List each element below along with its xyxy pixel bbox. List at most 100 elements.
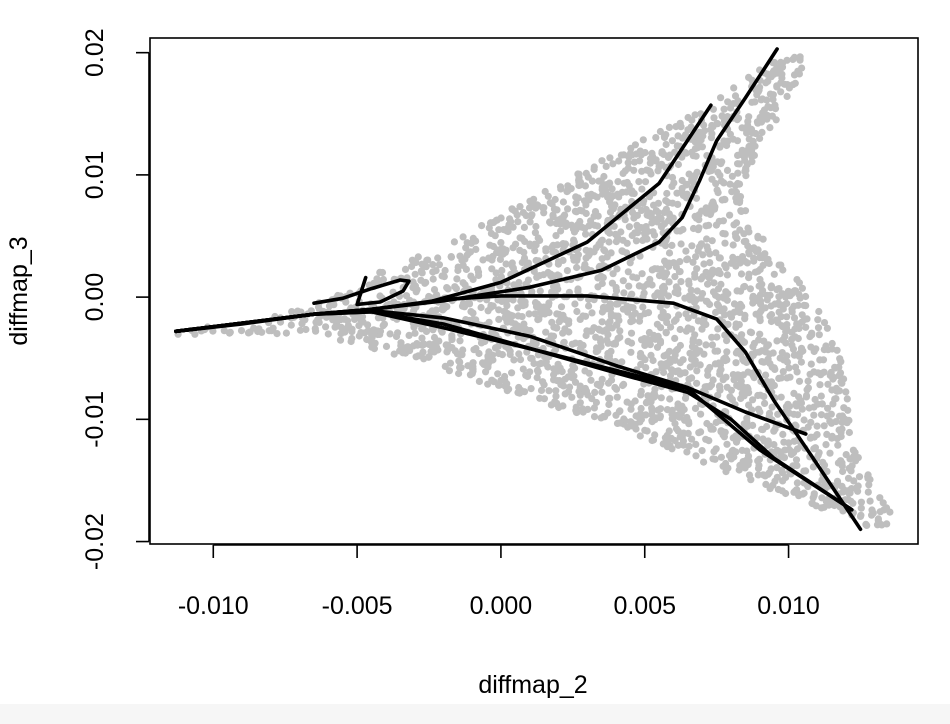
data-point <box>620 415 628 423</box>
data-point <box>685 442 693 450</box>
data-point <box>606 229 614 237</box>
data-point <box>287 321 295 329</box>
data-point <box>570 372 578 380</box>
data-point <box>715 293 723 302</box>
data-point <box>355 332 363 340</box>
data-point <box>844 474 853 482</box>
data-point <box>772 316 780 324</box>
data-point <box>652 207 660 215</box>
data-point <box>788 308 796 316</box>
data-point <box>540 204 548 212</box>
data-point <box>392 332 401 341</box>
data-point <box>588 309 596 317</box>
data-point <box>648 219 656 227</box>
data-point <box>743 259 752 267</box>
data-point <box>658 149 666 157</box>
data-point <box>708 341 717 349</box>
data-point <box>598 318 606 326</box>
data-point <box>670 179 678 187</box>
data-point <box>651 431 659 439</box>
data-point <box>559 402 567 410</box>
data-point <box>489 252 497 260</box>
data-point <box>668 173 677 182</box>
data-point <box>849 499 857 507</box>
data-point <box>814 324 823 332</box>
data-point <box>653 218 661 226</box>
data-point <box>698 447 706 455</box>
data-point <box>469 234 477 242</box>
data-point <box>638 185 646 193</box>
data-point <box>839 488 847 496</box>
data-point <box>826 449 834 457</box>
data-point <box>536 287 544 295</box>
data-point <box>776 354 784 362</box>
data-point <box>639 136 647 144</box>
data-point <box>314 316 322 324</box>
data-point <box>683 256 691 264</box>
data-point <box>648 281 656 289</box>
data-point <box>531 299 540 307</box>
data-point <box>705 274 713 282</box>
data-point <box>554 271 562 279</box>
data-point <box>732 233 740 241</box>
data-point <box>835 372 843 380</box>
data-point <box>727 313 736 321</box>
data-point <box>605 394 613 402</box>
data-point <box>574 287 582 295</box>
data-point <box>495 306 503 314</box>
data-point <box>475 377 483 385</box>
data-point <box>557 185 565 193</box>
data-point <box>601 247 609 255</box>
data-point <box>639 303 647 311</box>
data-point <box>456 358 464 366</box>
data-point <box>533 374 541 382</box>
data-point <box>336 316 345 324</box>
data-point <box>662 140 670 149</box>
data-point <box>798 405 806 413</box>
data-point <box>379 322 387 330</box>
data-point <box>508 369 516 377</box>
data-point <box>800 467 808 475</box>
data-point <box>755 336 763 344</box>
data-point <box>322 323 330 331</box>
data-point <box>735 160 743 168</box>
data-point <box>459 233 467 241</box>
data-point <box>773 83 781 91</box>
data-point <box>653 320 662 328</box>
data-point <box>818 494 826 502</box>
data-point <box>735 198 744 207</box>
data-point <box>730 376 738 384</box>
data-point <box>692 452 700 460</box>
data-point <box>495 349 503 358</box>
data-point <box>796 294 804 302</box>
data-point <box>657 394 665 402</box>
data-point <box>734 371 742 379</box>
data-point <box>807 360 815 368</box>
data-point <box>581 384 590 393</box>
data-point <box>736 300 744 308</box>
data-point <box>582 246 590 254</box>
data-point <box>814 369 822 377</box>
data-point <box>747 125 756 133</box>
trajectory-curve <box>312 275 411 307</box>
data-point <box>783 374 791 382</box>
data-point <box>709 105 718 113</box>
data-point <box>735 466 743 474</box>
data-point <box>839 467 847 476</box>
data-point <box>568 221 576 229</box>
data-point <box>425 353 433 361</box>
data-point <box>553 241 562 249</box>
data-point <box>531 202 539 211</box>
data-point <box>823 324 832 332</box>
data-point <box>521 301 529 309</box>
data-point <box>498 266 506 274</box>
data-point <box>815 331 823 339</box>
data-point <box>708 237 716 245</box>
data-point <box>544 192 552 200</box>
data-point <box>367 337 375 346</box>
data-point <box>576 315 584 323</box>
data-point <box>824 380 832 388</box>
data-point <box>837 432 845 441</box>
data-point <box>788 341 796 349</box>
data-point <box>592 244 600 252</box>
